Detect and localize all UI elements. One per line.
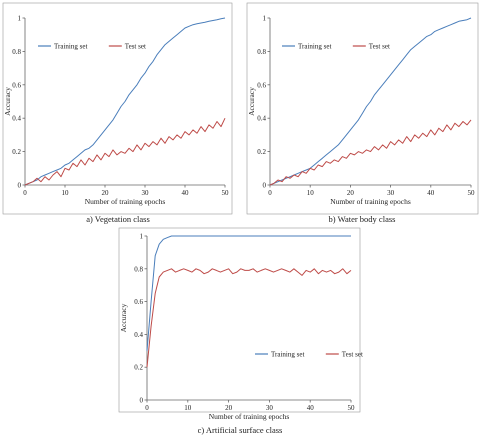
chart-panel-2: 0 10 20 30 40 50 0 0.2 0.4 0.6 0.8 1 Number of train… xyxy=(118,227,363,435)
x-tick-label: 30 xyxy=(142,189,150,197)
x-tick-label: 20 xyxy=(347,189,355,197)
y-axis-label: Accuracy xyxy=(3,87,12,116)
y-tick-label: 0.4 xyxy=(134,331,143,339)
x-tick-label: 40 xyxy=(182,189,190,197)
x-axis-label: Number of training epochs xyxy=(330,197,411,206)
chart-caption: b) Water body class xyxy=(329,214,396,224)
x-tick-label: 0 xyxy=(145,404,149,412)
series-line-0 xyxy=(146,235,351,351)
x-tick-label: 30 xyxy=(266,404,274,412)
y-tick-label: 1 xyxy=(263,15,267,23)
x-tick-label: 50 xyxy=(348,404,356,412)
legend-label-1: Test set xyxy=(369,43,390,51)
x-tick-label: 20 xyxy=(225,404,233,412)
x-axis-label: Number of training epochs xyxy=(209,412,290,421)
x-tick-label: 0 xyxy=(268,189,272,197)
x-tick-label: 10 xyxy=(62,189,70,197)
y-tick-label: 0.8 xyxy=(257,48,266,56)
y-tick-label: 0.6 xyxy=(12,81,21,89)
chart-panel-1: 0 10 20 30 40 50 0 0.2 0.4 0.6 0.8 1 Number of train… xyxy=(246,2,479,224)
x-tick-label: 10 xyxy=(184,404,192,412)
series-line-1 xyxy=(146,268,352,368)
y-tick-label: 0.8 xyxy=(12,48,21,56)
x-tick-label: 0 xyxy=(23,189,27,197)
x-tick-label: 20 xyxy=(102,189,110,197)
chart-panel-0: 0 10 20 30 40 50 0 0.2 0.4 0.6 0.8 1 Number of train… xyxy=(2,2,233,224)
x-tick-label: 50 xyxy=(222,189,230,197)
y-tick-label: 0.4 xyxy=(12,115,21,123)
chart-frame xyxy=(246,2,479,215)
chart-frame xyxy=(2,2,233,215)
y-tick-label: 0.2 xyxy=(12,148,21,156)
legend-label-0: Training set xyxy=(298,43,331,51)
y-axis-label: Accuracy xyxy=(247,87,256,116)
x-tick-label: 10 xyxy=(307,189,315,197)
chart-caption: a) Vegetation class xyxy=(86,214,150,224)
legend-label-0: Training set xyxy=(271,351,304,359)
y-tick-label: 0 xyxy=(18,182,22,190)
y-axis-label: Accuracy xyxy=(119,303,128,332)
y-tick-label: 0.2 xyxy=(134,364,143,372)
x-tick-label: 40 xyxy=(427,189,435,197)
y-tick-label: 0.4 xyxy=(257,115,266,123)
chart-caption: c) Artificial surface class xyxy=(198,425,283,435)
x-tick-label: 30 xyxy=(387,189,395,197)
legend-label-1: Test set xyxy=(342,351,363,359)
y-tick-label: 1 xyxy=(140,233,144,241)
series-line-1 xyxy=(269,119,472,186)
y-tick-label: 0 xyxy=(140,397,144,405)
chart-frame xyxy=(118,227,361,413)
y-tick-label: 0.6 xyxy=(257,81,266,89)
series-line-0 xyxy=(269,17,472,186)
y-tick-label: 0.2 xyxy=(257,148,266,156)
y-tick-label: 0 xyxy=(263,182,267,190)
x-tick-label: 40 xyxy=(307,404,315,412)
y-tick-label: 0.6 xyxy=(134,298,143,306)
series-line-1 xyxy=(24,117,226,186)
legend-label-0: Training set xyxy=(54,43,87,51)
y-tick-label: 0.8 xyxy=(134,265,143,273)
series-line-0 xyxy=(24,17,226,186)
y-tick-label: 1 xyxy=(18,15,22,23)
legend-label-1: Test set xyxy=(125,43,146,51)
x-tick-label: 50 xyxy=(468,189,476,197)
x-axis-label: Number of training epochs xyxy=(85,197,166,206)
